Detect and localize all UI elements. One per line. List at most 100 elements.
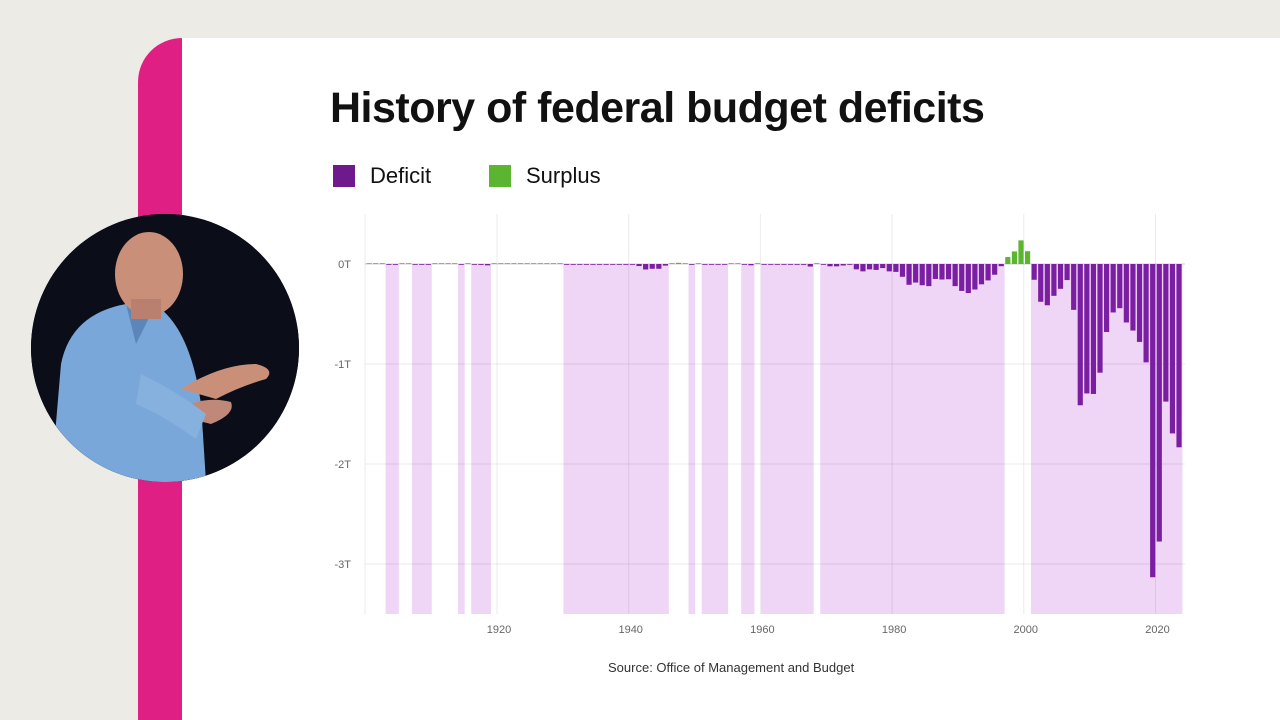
deficit-bar: [945, 264, 952, 280]
deficit-bar: [880, 264, 886, 269]
deficit-bar: [866, 264, 873, 270]
surplus-bar: [544, 263, 550, 264]
deficit-bar: [768, 264, 774, 265]
deficit-bar: [932, 264, 938, 279]
surplus-bar: [735, 263, 741, 264]
deficit-period-band: [458, 264, 465, 614]
deficit-bar: [636, 264, 642, 267]
deficit-bar: [992, 264, 998, 275]
surplus-bar: [379, 263, 385, 264]
deficit-bar: [926, 264, 932, 287]
surplus-bar: [682, 263, 688, 264]
deficit-bar: [564, 264, 570, 265]
deficit-period-band: [741, 264, 755, 614]
deficit-bar: [899, 264, 906, 277]
deficit-bar: [715, 264, 721, 265]
surplus-bar: [504, 263, 510, 264]
deficit-bar: [1084, 264, 1090, 394]
y-tick-label: -2T: [335, 459, 352, 471]
deficit-bar: [1156, 264, 1162, 542]
deficit-bar: [1176, 264, 1182, 448]
surplus-bar: [557, 263, 563, 264]
deficit-bar: [781, 264, 787, 265]
deficit-bar: [787, 264, 794, 265]
deficit-bar: [1064, 264, 1070, 281]
deficit-bar: [1104, 264, 1110, 332]
surplus-bar: [445, 263, 451, 264]
deficit-period-band: [385, 264, 399, 614]
deficit-bar: [952, 264, 958, 287]
deficit-bar: [761, 264, 767, 265]
deficit-bar: [458, 264, 464, 265]
deficit-bar: [807, 264, 813, 267]
deficit-bar: [1090, 264, 1097, 394]
deficit-bar: [629, 264, 636, 265]
surplus-bar: [1024, 251, 1031, 264]
deficit-bar: [801, 264, 807, 265]
deficit-bar: [886, 264, 892, 272]
deficit-bar: [906, 264, 912, 285]
surplus-bar: [517, 263, 524, 264]
surplus-bar: [432, 263, 438, 264]
deficit-bar: [978, 264, 985, 285]
deficit-bar: [1031, 264, 1037, 280]
deficit-bar: [596, 264, 603, 265]
deficit-period-band: [760, 264, 814, 614]
deficit-bar: [913, 264, 919, 283]
deficit-bar: [1044, 264, 1050, 306]
deficit-bar: [972, 264, 978, 290]
surplus-bar: [814, 263, 820, 264]
deficit-period-band: [820, 264, 1005, 614]
deficit-bar: [827, 264, 833, 267]
deficit-bar: [623, 264, 629, 265]
surplus-bar: [550, 263, 557, 264]
surplus-bar: [438, 263, 445, 264]
deficit-period-band: [411, 264, 432, 614]
deficit-bar: [860, 264, 866, 272]
deficit-bar: [998, 264, 1004, 267]
deficit-bar: [485, 264, 491, 266]
deficit-bar: [774, 264, 780, 265]
deficit-bar: [570, 264, 576, 265]
surplus-bar: [537, 263, 543, 264]
surplus-bar: [728, 263, 734, 264]
x-tick-label: 2020: [1145, 624, 1169, 636]
deficit-bar: [643, 264, 649, 270]
deficit-bar: [939, 264, 945, 280]
deficit-bar: [959, 264, 965, 291]
deficit-bar: [1038, 264, 1044, 302]
deficit-bar: [1163, 264, 1169, 402]
y-tick-label: 0T: [338, 259, 351, 271]
deficit-bar: [649, 264, 655, 269]
surplus-bar: [695, 263, 701, 264]
deficit-bar: [741, 264, 748, 265]
deficit-bar: [794, 264, 800, 265]
surplus-bar: [675, 262, 682, 264]
deficit-bar: [985, 264, 991, 281]
surplus-bar: [511, 263, 517, 264]
legend-label-surplus: Surplus: [526, 163, 601, 188]
legend-item-surplus: Surplus: [489, 163, 601, 189]
deficit-bar: [1136, 264, 1143, 342]
deficit-bar: [847, 264, 853, 265]
deficit-bar: [590, 264, 596, 265]
surplus-bar: [524, 263, 530, 264]
deficit-bar: [722, 264, 728, 265]
deficit-bar: [1097, 264, 1103, 373]
surplus-bar: [366, 263, 372, 264]
y-tick-label: -1T: [335, 359, 352, 371]
deficit-bar: [471, 264, 478, 265]
surplus-bar: [399, 263, 405, 264]
deficit-bar: [748, 264, 754, 266]
deficit-bar: [834, 264, 840, 267]
deficit-bar: [708, 264, 715, 265]
deficit-bar: [1110, 264, 1116, 313]
x-tick-label: 1920: [487, 624, 511, 636]
deficit-bar: [603, 264, 609, 265]
deficit-bar: [425, 264, 431, 265]
x-tick-label: 1960: [750, 624, 774, 636]
deficit-bar: [419, 264, 425, 265]
x-tick-label: 1940: [618, 624, 642, 636]
deficit-bar: [656, 264, 662, 269]
